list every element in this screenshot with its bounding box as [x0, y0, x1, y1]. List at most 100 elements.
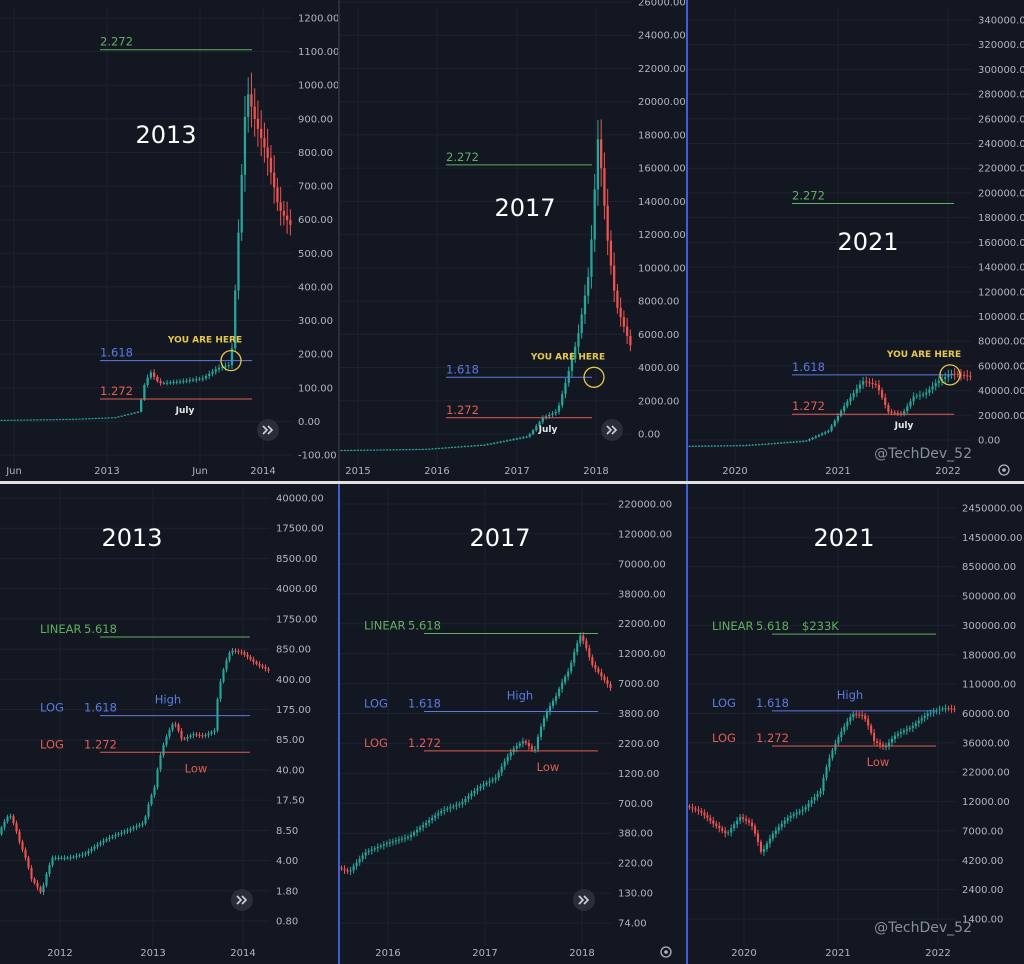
candle-body [156, 376, 159, 382]
candle-body [887, 405, 890, 412]
y-tick-label: 1200.00 [298, 14, 338, 25]
candle-body [101, 417, 104, 419]
candle-body [340, 867, 343, 869]
candle-body [822, 777, 825, 792]
y-tick-label: 220000.00 [978, 164, 1024, 175]
candle-body [72, 856, 75, 858]
candle-body [32, 419, 36, 421]
candle-body [130, 413, 133, 415]
gear-icon[interactable] [998, 464, 1010, 476]
candle-body [544, 416, 548, 418]
candle-body [533, 749, 536, 751]
candle-body [506, 756, 509, 762]
candle-body [795, 441, 798, 443]
candle-body [509, 439, 512, 441]
candle-body [279, 202, 282, 211]
candle-body [691, 807, 694, 809]
candle-body [240, 651, 243, 653]
candle-body [165, 382, 169, 384]
panel-year-title: 2017 [469, 524, 530, 552]
candle-body [340, 450, 343, 452]
candle-body [789, 815, 792, 818]
y-tick-label: 22000.00 [638, 64, 686, 75]
candle-body [585, 640, 588, 649]
candle-body [582, 635, 585, 641]
candle-body [600, 672, 603, 677]
candle-body [564, 676, 567, 683]
candle-body [606, 205, 609, 241]
y-tick-label: 500.00 [298, 249, 333, 260]
fib-level-label: 1.272 [84, 737, 117, 751]
y-tick-label: 160000.00 [978, 238, 1024, 249]
candle-body [412, 832, 416, 835]
candle-body [590, 239, 593, 277]
candle-body [541, 417, 544, 422]
y-tick-label: 60000.00 [962, 709, 1010, 720]
candle-body [557, 405, 561, 412]
candle-body [117, 833, 120, 836]
candle-body [483, 444, 486, 446]
scroll-to-latest-button[interactable] [257, 419, 279, 441]
y-tick-label: 4000.00 [638, 363, 679, 374]
candle-body [87, 851, 90, 854]
candle-body [182, 381, 185, 383]
candle-body [503, 761, 506, 767]
candle-body [210, 732, 213, 734]
y-tick-label: 38000.00 [618, 589, 666, 600]
scroll-to-latest-button[interactable] [573, 889, 595, 911]
candle-body [402, 449, 405, 451]
candle-body [379, 449, 382, 451]
candle-body [896, 733, 899, 736]
scroll-to-latest-button[interactable] [601, 419, 623, 441]
candle-body [253, 106, 256, 119]
candle-body [554, 411, 557, 414]
candle-body [455, 805, 458, 807]
candle-body [969, 375, 972, 377]
y-tick-label: 280000.00 [978, 90, 1024, 101]
candle-body [944, 708, 947, 710]
panel-year-title: 2017 [494, 194, 555, 222]
candle-body [721, 828, 724, 831]
candle-body [138, 824, 141, 827]
candle-body [36, 419, 39, 421]
y-tick-label: 240000.00 [978, 139, 1024, 150]
candle-body [12, 816, 15, 824]
candle-body [727, 832, 730, 834]
y-tick-label: 400.00 [276, 675, 311, 686]
candle-body [361, 855, 364, 859]
candle-body [596, 139, 600, 190]
y-tick-label: 180000.00 [978, 213, 1024, 224]
candle-body [548, 414, 551, 417]
candle-body [249, 656, 252, 660]
candle-body [771, 833, 774, 839]
x-tick-label: 2022 [925, 948, 950, 959]
candle-body [564, 382, 567, 395]
y-tick-label: -100.00 [298, 451, 337, 462]
candle-body [903, 411, 906, 414]
candle-body [88, 418, 91, 420]
fib-level-label: 2.272 [792, 188, 825, 202]
x-tick-label: 2021 [825, 466, 850, 477]
candle-body [852, 393, 855, 398]
candle-body [862, 381, 865, 385]
scroll-to-latest-button[interactable] [231, 889, 253, 911]
candle-body [369, 449, 372, 451]
candle-body [405, 449, 408, 451]
y-tick-label: 7000.00 [962, 826, 1003, 837]
candle-body [388, 842, 391, 844]
candle-body [890, 738, 894, 743]
y-tick-label: 18000.00 [638, 130, 686, 141]
candle-body [183, 738, 186, 740]
candle-body [855, 713, 858, 715]
y-tick-label: 100.00 [298, 383, 333, 394]
candle-body [879, 742, 882, 745]
candle-body [911, 725, 914, 728]
high-label: High [837, 688, 863, 702]
candle-body [496, 442, 499, 444]
candle-body [175, 381, 178, 383]
x-tick-label: 2018 [569, 948, 594, 959]
gear-icon[interactable] [660, 946, 672, 958]
candle-body [795, 812, 798, 815]
y-tick-label: 120000.00 [618, 529, 672, 540]
